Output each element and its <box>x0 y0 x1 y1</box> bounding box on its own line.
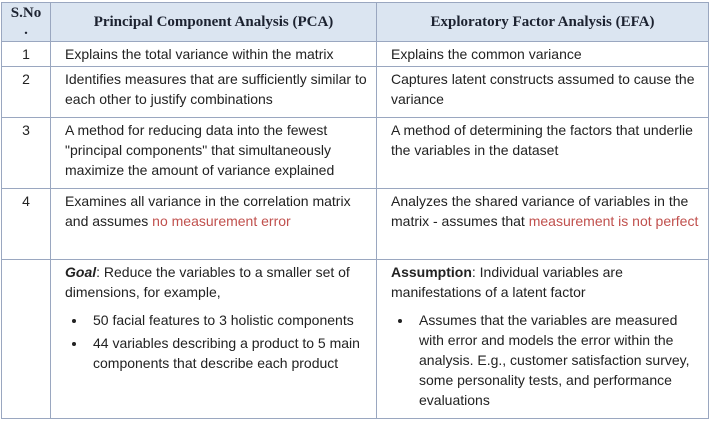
assumption-label: Assumption <box>391 264 472 280</box>
efa-bullet-list: Assumes that the variables are measured … <box>391 310 703 410</box>
efa-cell: Captures latent constructs assumed to ca… <box>376 66 709 118</box>
table-row-details: Goal: Reduce the variables to a smaller … <box>1 259 709 419</box>
pca-goal-cell: Goal: Reduce the variables to a smaller … <box>50 259 377 419</box>
row-number: 1 <box>1 41 51 67</box>
goal-text: : Reduce the variables to a smaller set … <box>65 264 350 300</box>
row-number: 4 <box>1 188 51 260</box>
row-number-empty <box>1 259 51 419</box>
list-item: 50 facial features to 3 holistic compone… <box>87 310 371 330</box>
row-number: 3 <box>1 117 51 189</box>
efa-cell: Analyzes the shared variance of variable… <box>376 188 709 260</box>
table-row: 2 Identifies measures that are sufficien… <box>1 66 709 118</box>
pca-cell: Identifies measures that are sufficientl… <box>50 66 377 118</box>
pca-cell: Examines all variance in the correlation… <box>50 188 377 260</box>
list-item: Assumes that the variables are measured … <box>413 310 703 410</box>
efa-cell: A method of determining the factors that… <box>376 117 709 189</box>
pca-bullet-list: 50 facial features to 3 holistic compone… <box>65 310 371 373</box>
efa-cell-text: Analyzes the shared variance of variable… <box>391 193 689 229</box>
pca-emphasis-text: no measurement error <box>152 213 291 229</box>
table-row: 1 Explains the total variance within the… <box>1 41 709 67</box>
goal-label: Goal <box>65 264 97 280</box>
assumption-text: : Individual variables are manifestation… <box>391 264 623 300</box>
header-sno-dot: . <box>24 22 28 38</box>
header-row: S.No . Principal Component Analysis (PCA… <box>1 2 709 42</box>
list-item: 44 variables describing a product to 5 m… <box>87 333 371 373</box>
table-row: 4 Examines all variance in the correlati… <box>1 188 709 260</box>
pca-cell: A method for reducing data into the fewe… <box>50 117 377 189</box>
table-row: 3 A method for reducing data into the fe… <box>1 117 709 189</box>
header-efa: Exploratory Factor Analysis (EFA) <box>376 2 709 42</box>
header-sno-text: S.No <box>10 5 42 21</box>
header-sno: S.No . <box>1 2 51 42</box>
row-number: 2 <box>1 66 51 118</box>
comparison-table: S.No . Principal Component Analysis (PCA… <box>1 2 709 419</box>
efa-emphasis-text: measurement is not perfect <box>528 213 699 229</box>
efa-cell: Explains the common variance <box>376 41 709 67</box>
efa-assumption-cell: Assumption: Individual variables are man… <box>376 259 709 419</box>
pca-cell-text: Examines all variance in the correlation… <box>65 193 351 229</box>
pca-cell: Explains the total variance within the m… <box>50 41 377 67</box>
header-pca: Principal Component Analysis (PCA) <box>50 2 377 42</box>
